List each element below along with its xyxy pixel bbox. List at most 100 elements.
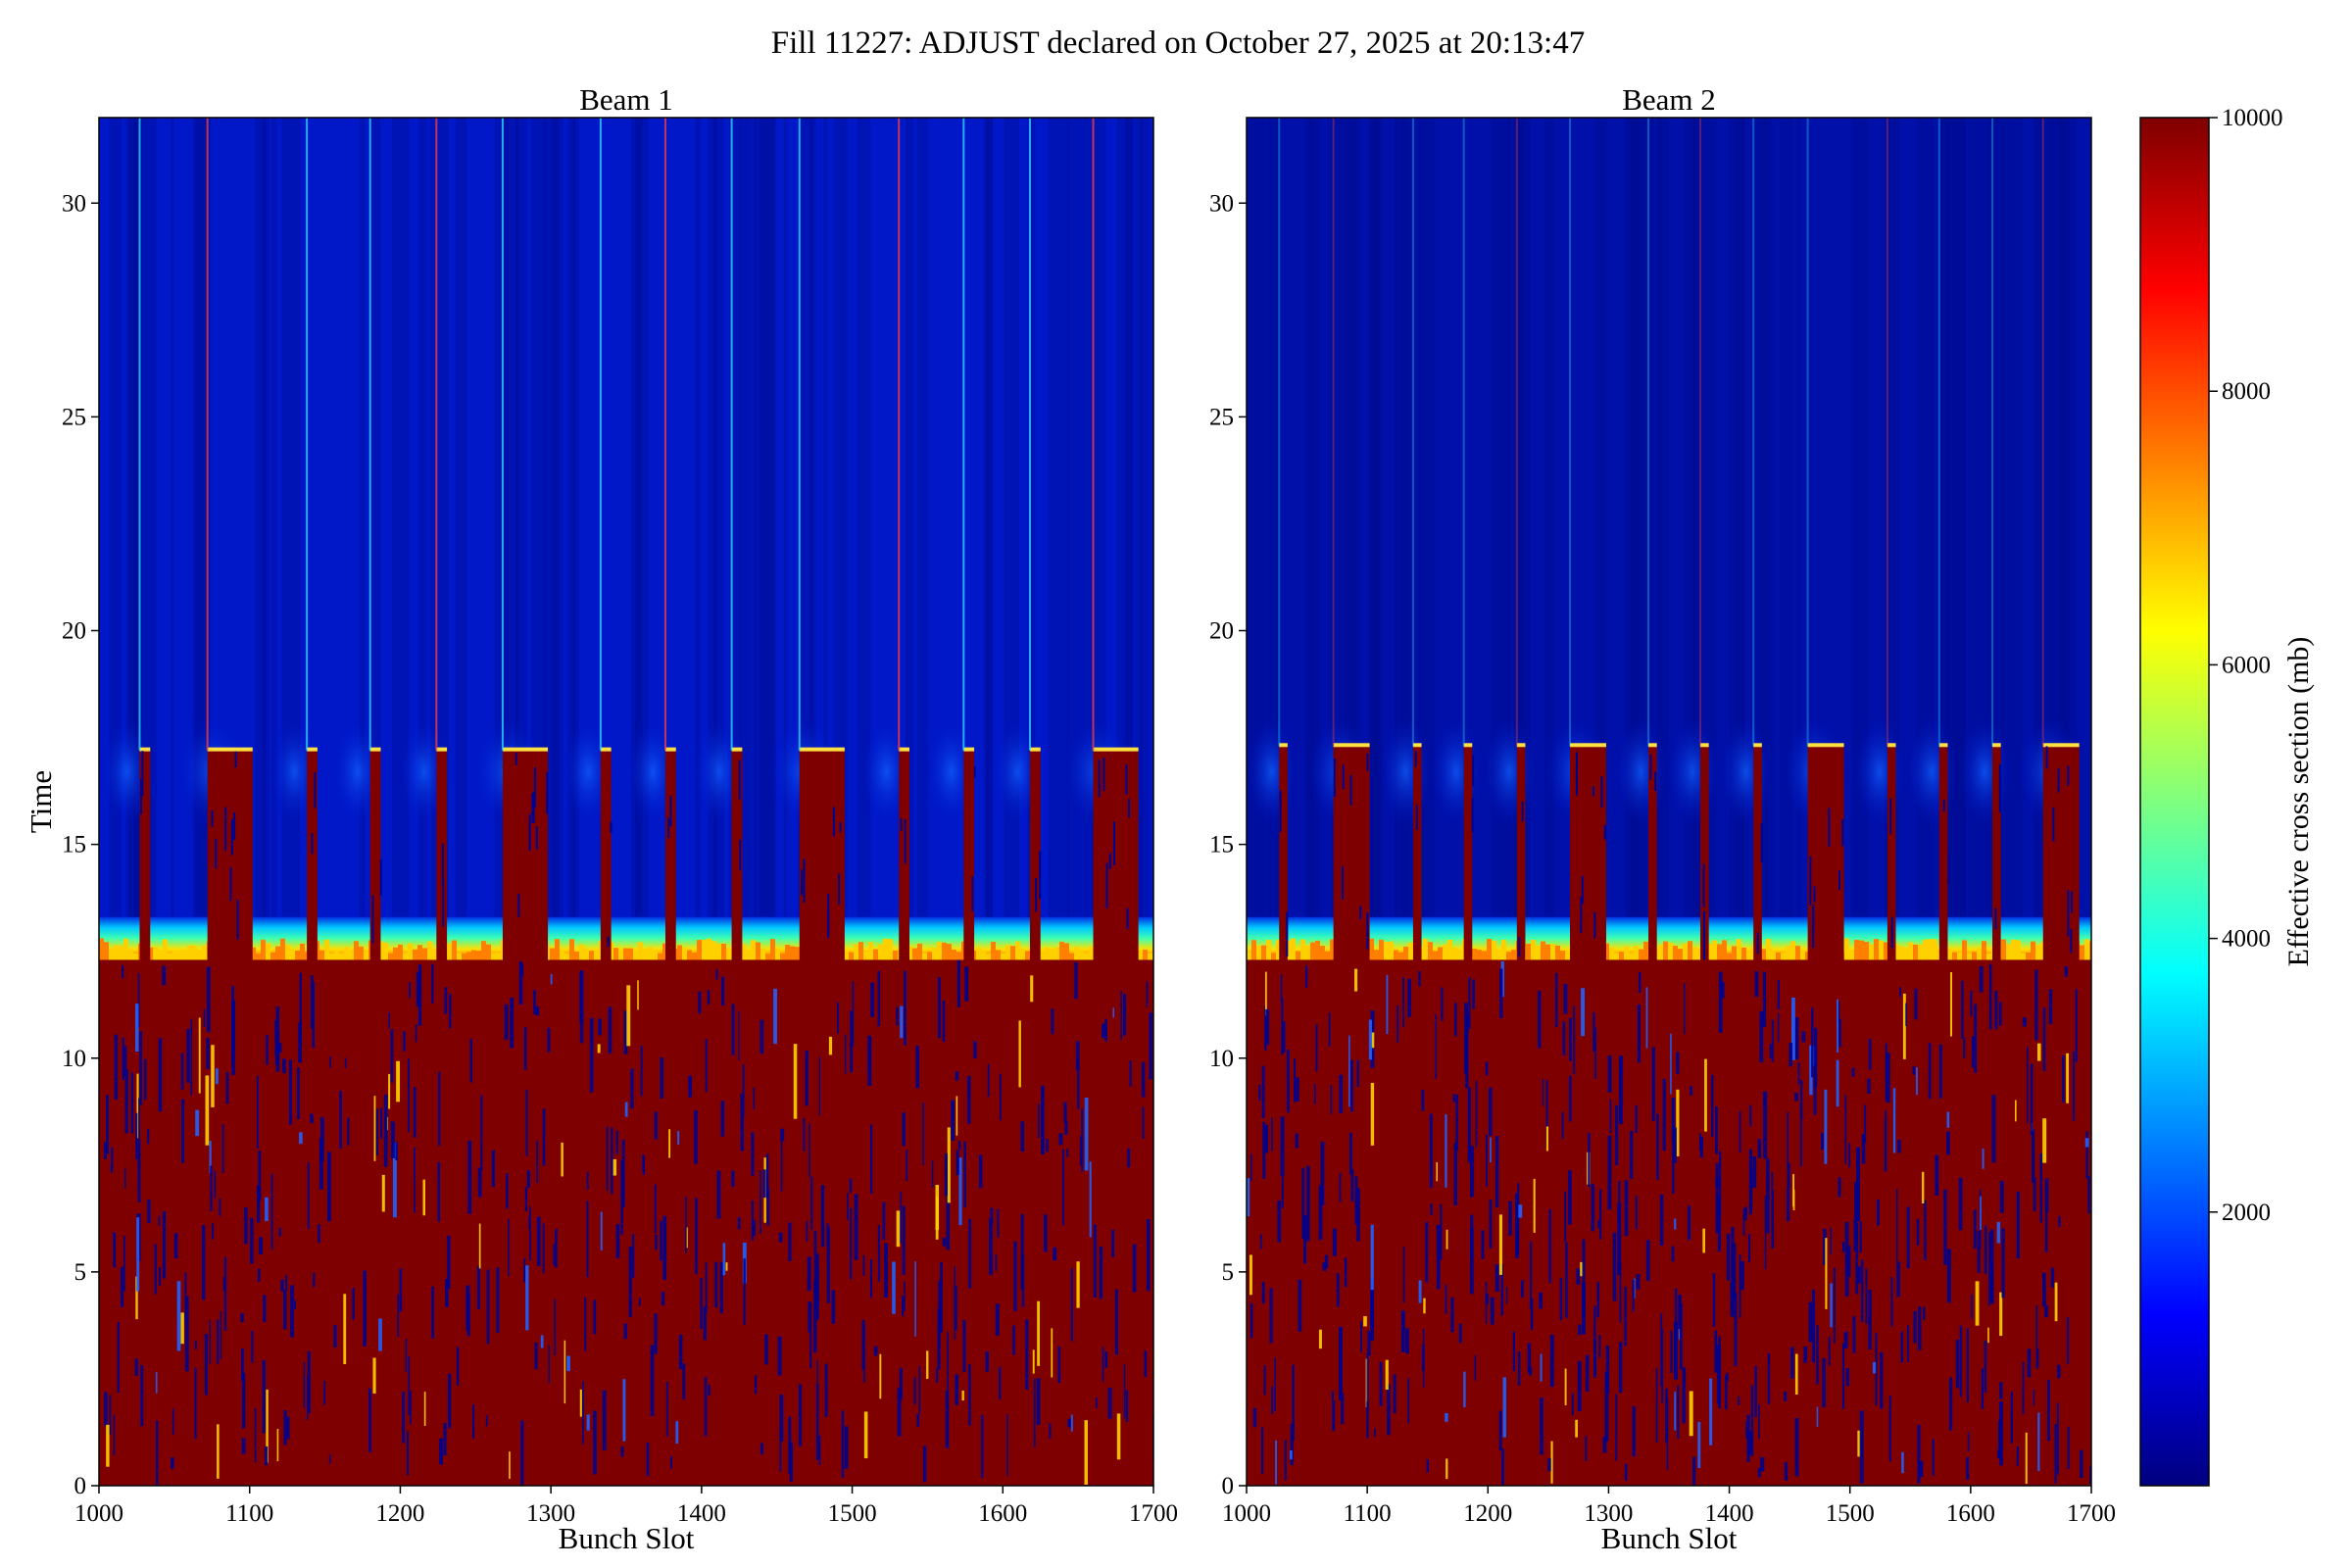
heatmap-speckle	[244, 1206, 248, 1245]
heatmap-speckle	[1763, 1092, 1767, 1108]
heatmap-stripe	[392, 118, 410, 917]
heatmap-speckle	[525, 1265, 529, 1331]
heatmap-speckle	[1998, 1419, 2001, 1459]
heatmap-speckle	[478, 1223, 481, 1269]
figure-title: Fill 11227: ADJUST declared on October 2…	[771, 25, 1585, 61]
heatmap-speckle	[310, 975, 314, 1029]
heatmap-edge	[613, 948, 618, 960]
heatmap-speckle	[1897, 1140, 1901, 1153]
heatmap-speckle	[1582, 1282, 1586, 1335]
heatmap-speckle	[211, 810, 214, 827]
heatmap-edge	[177, 950, 182, 960]
heatmap-stripe	[783, 118, 788, 917]
heatmap-speckle	[1906, 1325, 1909, 1362]
heatmap-speckle	[1006, 1414, 1008, 1477]
heatmap-speckle	[327, 1152, 331, 1222]
heatmap-speckle	[612, 1158, 617, 1176]
heatmap-stripe	[1624, 118, 1638, 917]
heatmap-speckle	[258, 1151, 262, 1201]
heatmap-speckle	[1348, 1035, 1350, 1107]
heatmap-speckle	[1475, 1081, 1478, 1148]
heatmap-speckle	[788, 1222, 792, 1262]
heatmap-speckle	[739, 839, 742, 871]
heatmap-edge	[1487, 939, 1492, 960]
heatmap-speckle	[1967, 1432, 1970, 1452]
heatmap-speckle	[2045, 746, 2048, 769]
heatmap-speckle	[931, 1160, 934, 1188]
heatmap-speckle	[877, 1225, 881, 1282]
heatmap-speckle	[231, 1000, 236, 1063]
heatmap-speckle	[642, 1155, 646, 1175]
heatmap-speckle	[1435, 1013, 1438, 1080]
heatmap-speckle	[703, 1306, 707, 1341]
heatmap-speckle	[1104, 1351, 1108, 1368]
heatmap-speckle	[1472, 755, 1475, 787]
heatmap-speckle	[1120, 990, 1122, 1041]
heatmap-speckle	[900, 818, 903, 831]
heatmap-speckle	[1946, 1111, 1950, 1128]
heatmap-speckle	[1697, 1421, 1701, 1469]
y-tick-label: 20	[62, 618, 86, 645]
heatmap-speckle	[1366, 1400, 1369, 1439]
heatmap-speckle	[827, 908, 830, 939]
heatmap-speckle	[1771, 1190, 1775, 1249]
heatmap-edge	[1717, 944, 1722, 960]
heatmap-speckle	[564, 1340, 566, 1404]
heatmap-speckle	[1689, 1391, 1693, 1437]
heatmap-speckle	[536, 1005, 540, 1016]
bunch-train-edge	[1648, 743, 1657, 748]
heatmap-speckle	[1568, 1170, 1572, 1225]
heatmap-speckle	[158, 1038, 163, 1112]
heatmap-edge	[398, 944, 403, 960]
heatmap-speckle	[1947, 854, 1950, 886]
heatmap-speckle	[517, 894, 520, 917]
heatmap-speckle	[104, 1392, 108, 1426]
heatmap-speckle	[329, 1055, 331, 1068]
heatmap-speckle	[2010, 1392, 2013, 1444]
heatmap-speckle	[2044, 1178, 2049, 1212]
heatmap-edge	[883, 938, 888, 960]
heatmap-speckle	[259, 1237, 264, 1255]
heatmap-speckle	[229, 867, 232, 902]
heatmap-speckle	[514, 753, 517, 765]
heatmap-speckle	[2054, 1282, 2058, 1322]
bunch-streak	[730, 118, 733, 751]
heatmap-speckle	[1857, 1430, 1861, 1457]
heatmap-speckle	[1935, 1154, 1939, 1196]
heatmap-edge	[1261, 945, 1266, 960]
heatmap-speckle	[103, 1142, 107, 1159]
heatmap-stripe	[1305, 118, 1321, 917]
heatmap-speckle	[390, 1121, 395, 1159]
heatmap-speckle	[1868, 1290, 1872, 1350]
heatmap-speckle	[1718, 971, 1723, 1033]
heatmap-speckle	[1769, 1044, 1772, 1058]
heatmap-speckle	[1564, 1191, 1567, 1242]
heatmap-speckle	[1423, 1298, 1426, 1314]
heatmap-speckle	[467, 1140, 472, 1214]
x-tick-label: 1600	[978, 1500, 1027, 1527]
heatmap-speckle	[1859, 1221, 1862, 1253]
heatmap-speckle	[378, 1318, 382, 1351]
heatmap-speckle	[873, 1346, 878, 1356]
heatmap-speckle	[832, 807, 835, 837]
heatmap-speckle	[1549, 1334, 1554, 1388]
heatmap-edge	[1379, 939, 1384, 960]
heatmap-speckle	[1421, 1089, 1425, 1111]
heatmap-speckle	[471, 1404, 475, 1439]
heatmap-speckle	[1999, 1180, 2004, 1213]
heatmap-speckle	[610, 821, 612, 834]
heatmap-speckle	[1142, 1106, 1145, 1139]
heatmap-speckle	[1446, 1229, 1448, 1250]
heatmap-speckle	[593, 1299, 597, 1335]
heatmap-speckle	[956, 959, 960, 1007]
heatmap-speckle	[807, 1256, 811, 1292]
heatmap-speckle	[233, 811, 236, 841]
heatmap-speckle	[801, 881, 804, 896]
heatmap-speckle	[423, 1392, 426, 1427]
heatmap-speckle	[765, 1153, 769, 1199]
heatmap-speckle	[956, 1096, 958, 1136]
heatmap-speckle	[491, 1150, 495, 1188]
heatmap-speckle	[555, 1228, 558, 1268]
heatmap-stripe	[983, 118, 993, 917]
heatmap-speckle	[1721, 981, 1725, 999]
